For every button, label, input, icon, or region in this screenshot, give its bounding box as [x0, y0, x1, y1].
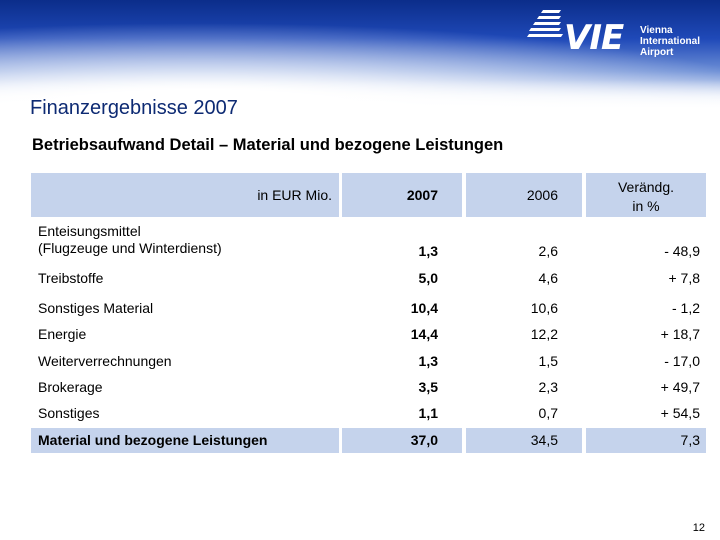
row-label-line1: Enteisungsmittel — [38, 223, 141, 239]
header-cell-label: in EUR Mio. — [31, 173, 339, 217]
header-change-line2: in % — [632, 198, 660, 214]
row-label: Sonstiges Material — [38, 300, 154, 316]
value-2007: 10,4 — [410, 300, 438, 316]
value-change: - 17,0 — [664, 353, 700, 369]
value-2006: 0,7 — [538, 405, 558, 421]
value-2007: 5,0 — [418, 270, 438, 286]
value-2006: 2,3 — [538, 379, 558, 395]
total-cell-2007 — [342, 428, 462, 453]
header-change-text: Verändg. in % — [586, 178, 706, 216]
value-2007: 1,3 — [418, 353, 438, 369]
row-label: Energie — [38, 326, 87, 342]
page-title: Finanzergebnisse 2007 — [30, 97, 238, 119]
total-cell-2006 — [466, 428, 582, 453]
logo-wordmark: VIE — [564, 18, 624, 58]
value-2007: 3,5 — [418, 379, 438, 395]
logo-line-vienna: Vienna — [640, 25, 673, 36]
value-change: + 18,7 — [660, 326, 700, 342]
value-2006: 2,6 — [538, 243, 558, 259]
vie-logo: VIE Vienna International Airport — [526, 8, 713, 63]
value-2006: 4,6 — [538, 270, 558, 286]
logo-speed-lines — [526, 10, 564, 40]
total-cell-label — [31, 428, 339, 453]
header-change-line1: Verändg. — [617, 179, 675, 195]
total-cell-change — [586, 428, 706, 453]
value-2006: 10,6 — [530, 300, 558, 316]
logo-line-airport: Airport — [640, 47, 674, 58]
logo-line-international: International — [640, 36, 701, 47]
row-label: Weiterverrechnungen — [38, 353, 172, 369]
logo-subtitle: Vienna International Airport — [640, 25, 700, 58]
value-2006: 12,2 — [530, 326, 558, 342]
header-2007-text: 2007 — [406, 187, 438, 203]
page-number: 12 — [692, 522, 705, 534]
value-2007: 1,3 — [418, 243, 438, 259]
value-2006: 1,5 — [538, 353, 558, 369]
header-cell-2007: 2007 — [342, 173, 462, 217]
header-cell-change: Verändg. in % — [586, 173, 706, 217]
row-label: Treibstoffe — [38, 270, 104, 286]
row-label: Brokerage — [38, 379, 103, 395]
row-label-enteisungsmittel: Enteisungsmittel (Flugzeuge und Winterdi… — [38, 223, 222, 257]
header-cell-2006: 2006 — [466, 173, 582, 217]
value-change: - 48,9 — [664, 243, 700, 259]
total-label: Material und bezogene Leistungen — [38, 432, 268, 448]
value-2007: 1,1 — [418, 405, 438, 421]
value-change: + 49,7 — [660, 379, 700, 395]
value-change: - 1,2 — [671, 300, 700, 316]
value-change: + 54,5 — [660, 405, 700, 421]
header-band — [0, 0, 720, 110]
row-label-line2: (Flugzeuge und Winterdienst) — [38, 240, 222, 256]
header-2006-text: 2006 — [526, 187, 558, 203]
value-2007: 14,4 — [410, 326, 438, 342]
header-label-text: in EUR Mio. — [257, 187, 332, 203]
value-change: + 7,8 — [668, 270, 700, 286]
row-label: Sonstiges — [38, 405, 100, 421]
total-value-change: 7,3 — [680, 432, 700, 448]
page-subtitle: Betriebsaufwand Detail – Material und be… — [32, 136, 504, 154]
total-value-2006: 34,5 — [530, 432, 558, 448]
total-value-2007: 37,0 — [410, 432, 438, 448]
